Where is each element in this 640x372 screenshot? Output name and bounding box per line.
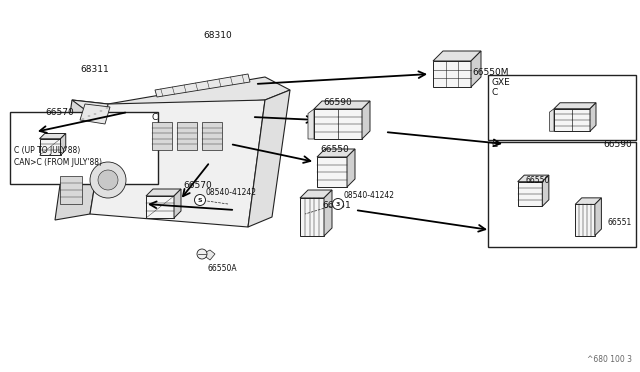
Polygon shape	[433, 51, 481, 61]
Polygon shape	[90, 100, 265, 227]
Text: CAN>C (FROM JULY'88): CAN>C (FROM JULY'88)	[14, 157, 102, 167]
Polygon shape	[146, 189, 181, 196]
Text: 68310: 68310	[204, 31, 232, 40]
Polygon shape	[317, 149, 355, 157]
Bar	[152, 122, 172, 150]
Polygon shape	[347, 149, 355, 187]
Text: GXE: GXE	[492, 77, 511, 87]
Polygon shape	[72, 77, 290, 112]
Polygon shape	[518, 182, 542, 206]
Polygon shape	[362, 101, 370, 139]
Text: 66550: 66550	[525, 176, 550, 185]
Polygon shape	[542, 175, 549, 206]
Bar	[202, 122, 222, 150]
Polygon shape	[146, 196, 174, 218]
Circle shape	[333, 199, 344, 209]
Polygon shape	[575, 205, 595, 235]
Polygon shape	[554, 103, 596, 109]
Polygon shape	[80, 104, 110, 124]
Text: S: S	[198, 198, 202, 202]
Polygon shape	[595, 198, 602, 235]
Circle shape	[98, 170, 118, 190]
Circle shape	[195, 195, 205, 205]
Text: C: C	[152, 113, 158, 122]
Polygon shape	[314, 101, 370, 109]
Polygon shape	[314, 109, 362, 139]
Bar	[60, 176, 82, 204]
Text: ^680 100 3: ^680 100 3	[587, 355, 632, 364]
Polygon shape	[324, 190, 332, 236]
Bar	[488, 142, 636, 247]
Text: C: C	[492, 87, 499, 96]
Polygon shape	[155, 74, 250, 97]
Polygon shape	[300, 190, 332, 198]
Polygon shape	[471, 51, 481, 87]
Text: C (UP TO JULY'88): C (UP TO JULY'88)	[14, 145, 80, 154]
Text: C: C	[492, 140, 499, 148]
Polygon shape	[590, 103, 596, 131]
Polygon shape	[518, 175, 549, 182]
Polygon shape	[174, 189, 181, 218]
Bar	[177, 122, 197, 150]
Polygon shape	[40, 134, 66, 139]
Polygon shape	[554, 109, 590, 131]
Text: 66550M: 66550M	[472, 67, 509, 77]
Polygon shape	[61, 134, 66, 155]
Polygon shape	[55, 100, 108, 220]
Polygon shape	[308, 109, 314, 139]
Text: 66590: 66590	[324, 98, 353, 107]
Text: 08540-41242: 08540-41242	[344, 191, 395, 200]
Text: 66570: 66570	[184, 181, 212, 190]
Text: 66551: 66551	[322, 201, 351, 210]
Polygon shape	[575, 198, 602, 205]
Text: 3: 3	[336, 202, 340, 206]
Bar	[488, 75, 636, 140]
Text: 66551: 66551	[608, 218, 632, 227]
Polygon shape	[40, 139, 61, 155]
Polygon shape	[202, 250, 215, 260]
Text: 66570: 66570	[45, 108, 74, 117]
Polygon shape	[433, 61, 471, 87]
Text: 66550: 66550	[321, 145, 349, 154]
Polygon shape	[317, 157, 347, 187]
Bar	[10, 112, 158, 184]
Polygon shape	[550, 109, 554, 131]
Text: 66550A: 66550A	[208, 264, 237, 273]
Polygon shape	[300, 198, 324, 236]
Circle shape	[90, 162, 126, 198]
Circle shape	[197, 249, 207, 259]
Text: 68311: 68311	[81, 65, 109, 74]
Polygon shape	[248, 90, 290, 227]
Text: 66590: 66590	[604, 140, 632, 148]
Text: 08540-41242: 08540-41242	[206, 188, 257, 197]
